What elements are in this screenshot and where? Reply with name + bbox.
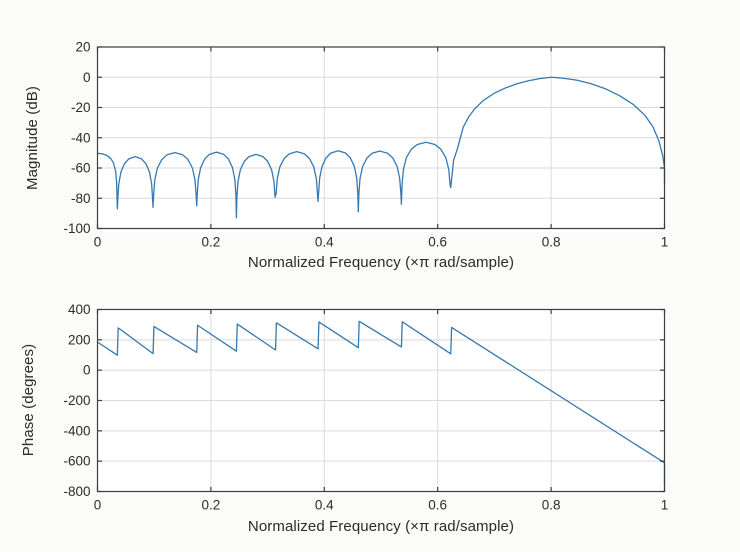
phase-ylabel: Phase (degrees) <box>20 343 37 457</box>
y-tick-label: -800 <box>63 484 90 499</box>
x-tick-label: 0 <box>94 235 102 250</box>
x-tick-label: 0.4 <box>315 235 334 250</box>
x-tick-label: 1 <box>661 235 669 250</box>
y-tick-label: -20 <box>71 100 91 115</box>
phase-curve <box>96 320 666 485</box>
phase-response-axes: 0 0.2 0.4 0.6 0.8 1 400 200 0 -200 -400 -600 -800 <box>63 302 668 513</box>
y-tick-label: -400 <box>63 423 90 438</box>
y-tick-label: 0 <box>83 363 91 378</box>
y-tick-label: 20 <box>75 40 90 55</box>
y-tick-label: -600 <box>63 454 90 469</box>
y-tick-label: -40 <box>71 130 91 145</box>
x-tick-label: 0.6 <box>428 498 447 513</box>
y-tick-label: -100 <box>63 221 90 236</box>
x-tick-label: 0.4 <box>315 498 334 513</box>
y-tick-label: 200 <box>68 332 91 347</box>
y-tick-label: 400 <box>68 302 91 317</box>
y-tick-label: -60 <box>71 161 91 176</box>
magnitude-curve <box>96 76 666 219</box>
x-tick-label: 0.6 <box>428 235 447 250</box>
y-tick-label: -200 <box>63 393 90 408</box>
y-tick-label: 0 <box>83 70 91 85</box>
x-tick-label: 0.8 <box>542 235 561 250</box>
phase-xlabel: Normalized Frequency (×π rad/sample) <box>247 518 515 535</box>
y-tick-label: -80 <box>71 191 91 206</box>
x-tick-label: 1 <box>661 498 669 513</box>
magnitude-response-axes: 0 0.2 0.4 0.6 0.8 1 20 0 -20 -40 -60 -80 -100 <box>63 40 668 250</box>
magnitude-xlabel: Normalized Frequency (×π rad/sample) <box>247 254 515 271</box>
x-tick-label: 0.2 <box>202 235 221 250</box>
x-tick-label: 0.8 <box>542 498 561 513</box>
x-tick-label: 0 <box>94 498 102 513</box>
magnitude-ylabel: Magnitude (dB) <box>24 86 41 190</box>
x-tick-label: 0.2 <box>202 498 221 513</box>
